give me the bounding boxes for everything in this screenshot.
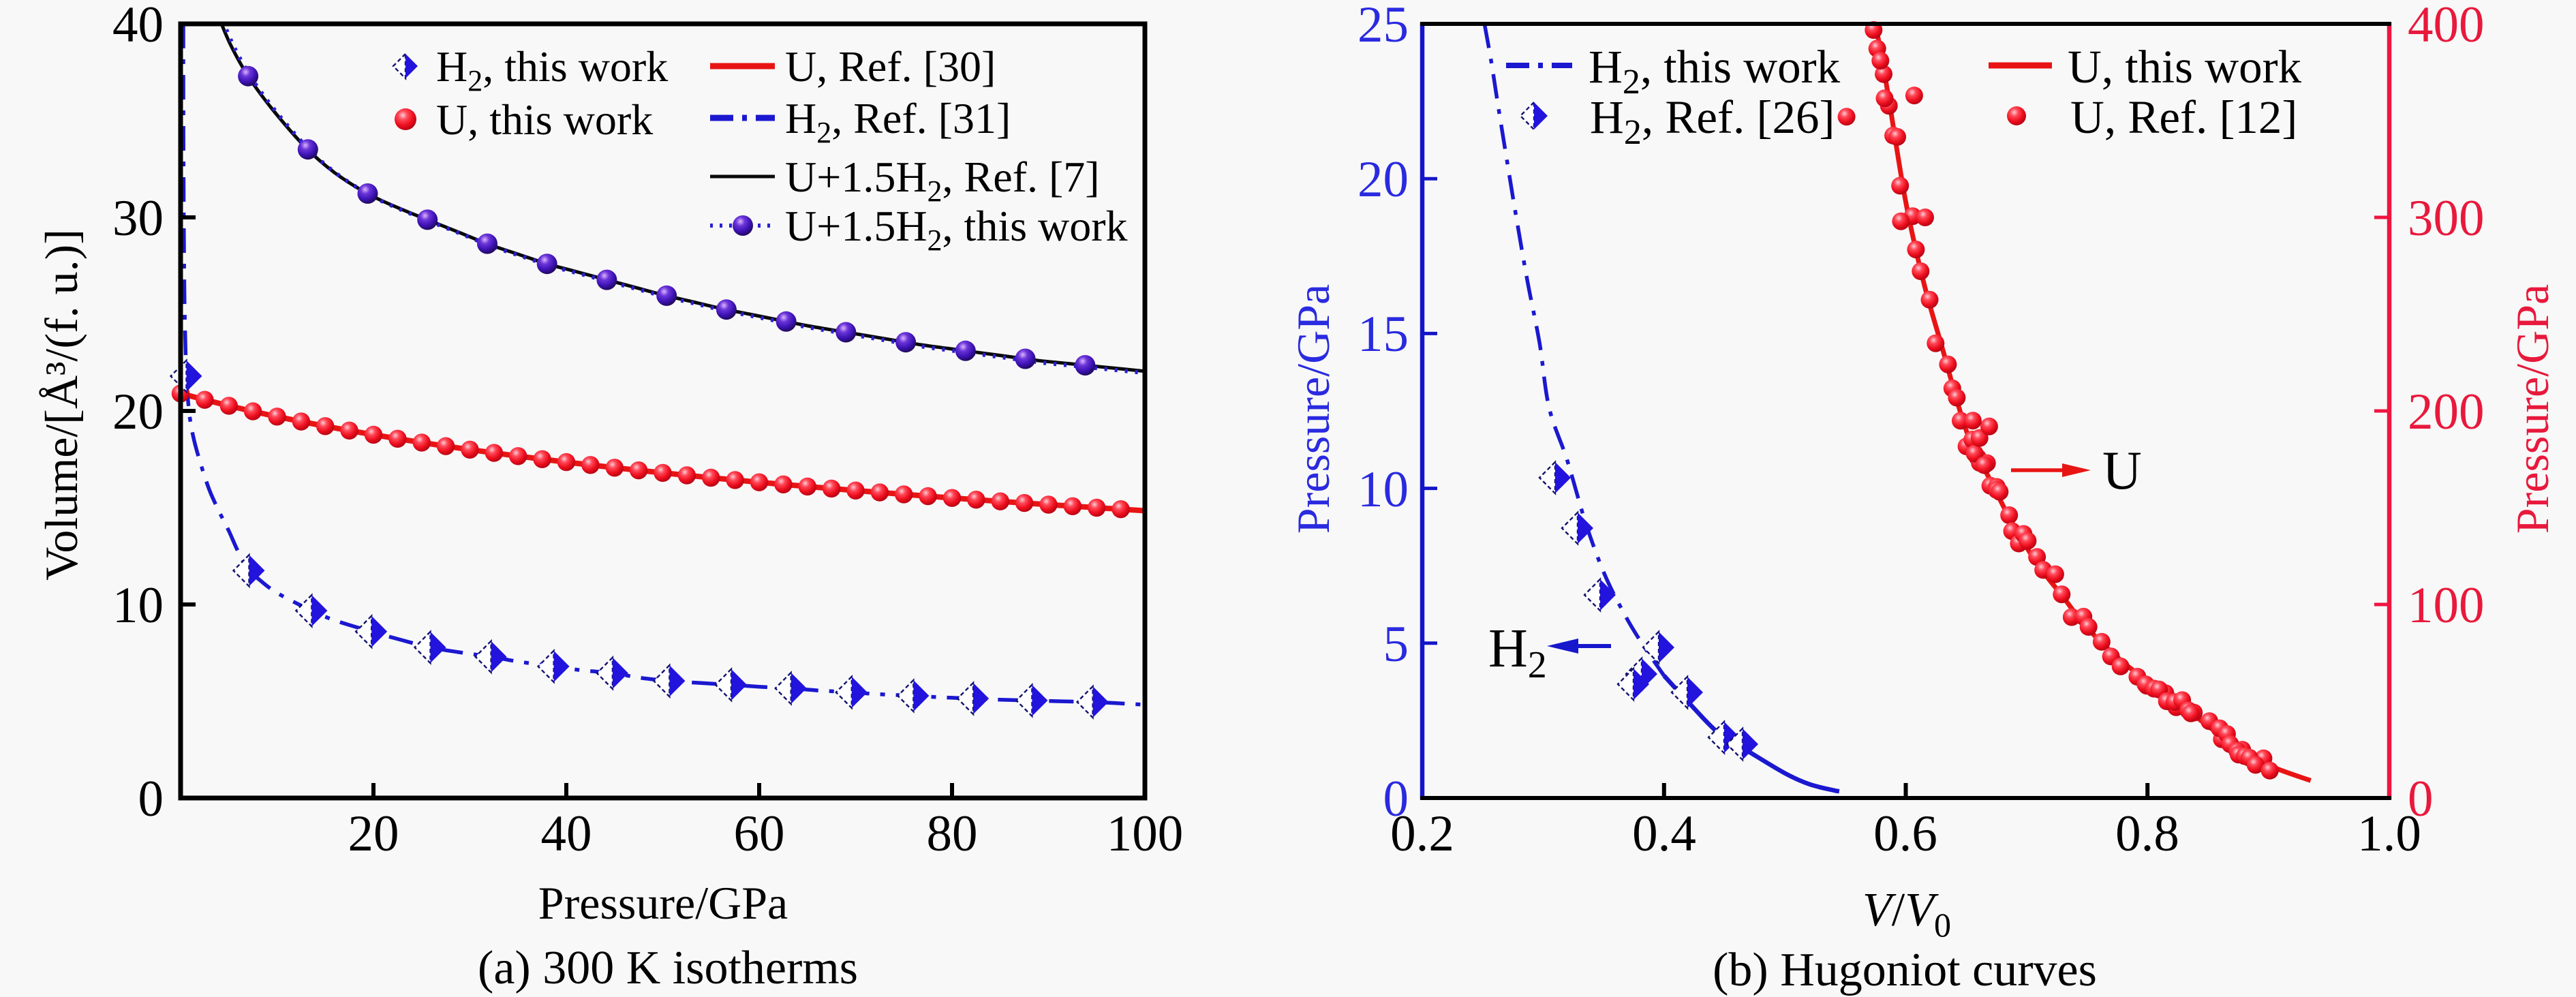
svg-text:20: 20 (112, 384, 164, 440)
svg-text:20: 20 (1358, 151, 1409, 208)
svg-text:U, this work: U, this work (2068, 41, 2302, 93)
svg-text:V/V0: V/V0 (1862, 884, 1951, 944)
svg-text:U+1.5H2, this work: U+1.5H2, this work (785, 202, 1128, 257)
svg-text:5: 5 (1383, 616, 1409, 673)
svg-text:U, Ref. [30]: U, Ref. [30] (785, 42, 996, 91)
svg-text:20: 20 (348, 806, 399, 862)
svg-text:100: 100 (2408, 577, 2485, 634)
svg-text:200: 200 (2408, 384, 2485, 440)
svg-text:0: 0 (2408, 771, 2434, 827)
svg-text:100: 100 (1107, 806, 1184, 862)
svg-text:10: 10 (1358, 461, 1409, 518)
svg-text:0.8: 0.8 (2115, 806, 2179, 862)
svg-text:0.2: 0.2 (1390, 806, 1454, 862)
svg-text:25: 25 (1358, 0, 1409, 53)
svg-text:60: 60 (734, 806, 785, 862)
svg-text:Pressure/GPa: Pressure/GPa (1287, 284, 1339, 534)
svg-text:H2, this work: H2, this work (1589, 41, 1841, 102)
svg-text:0: 0 (138, 771, 164, 827)
svg-text:300: 300 (2408, 190, 2485, 247)
svg-text:0: 0 (1383, 771, 1409, 827)
svg-text:Pressure/GPa: Pressure/GPa (538, 877, 788, 929)
svg-text:80: 80 (927, 806, 978, 862)
svg-text:U: U (2102, 441, 2142, 501)
svg-text:10: 10 (112, 577, 164, 634)
svg-text:1.0: 1.0 (2357, 806, 2421, 862)
svg-text:U+1.5H2, Ref. [7]: U+1.5H2, Ref. [7] (785, 153, 1100, 208)
svg-text:30: 30 (112, 190, 164, 247)
svg-text:15: 15 (1358, 306, 1409, 363)
svg-text:(b) Hugoniot curves: (b) Hugoniot curves (1713, 944, 2097, 996)
svg-text:0.4: 0.4 (1632, 806, 1696, 862)
svg-text:U, this work: U, this work (436, 95, 653, 144)
svg-text:Volume/[Å³/(f. u.)]: Volume/[Å³/(f. u.)] (35, 229, 87, 581)
svg-text:0.6: 0.6 (1873, 806, 1937, 862)
svg-text:U, Ref. [12]: U, Ref. [12] (2070, 91, 2297, 143)
svg-text:40: 40 (541, 806, 592, 862)
svg-text:400: 400 (2408, 0, 2485, 53)
svg-text:40: 40 (112, 0, 164, 53)
svg-text:(a) 300 K isotherms: (a) 300 K isotherms (478, 942, 858, 994)
svg-text:H2, Ref. [26]: H2, Ref. [26] (1590, 91, 1835, 152)
svg-text:Pressure/GPa: Pressure/GPa (2506, 284, 2558, 534)
